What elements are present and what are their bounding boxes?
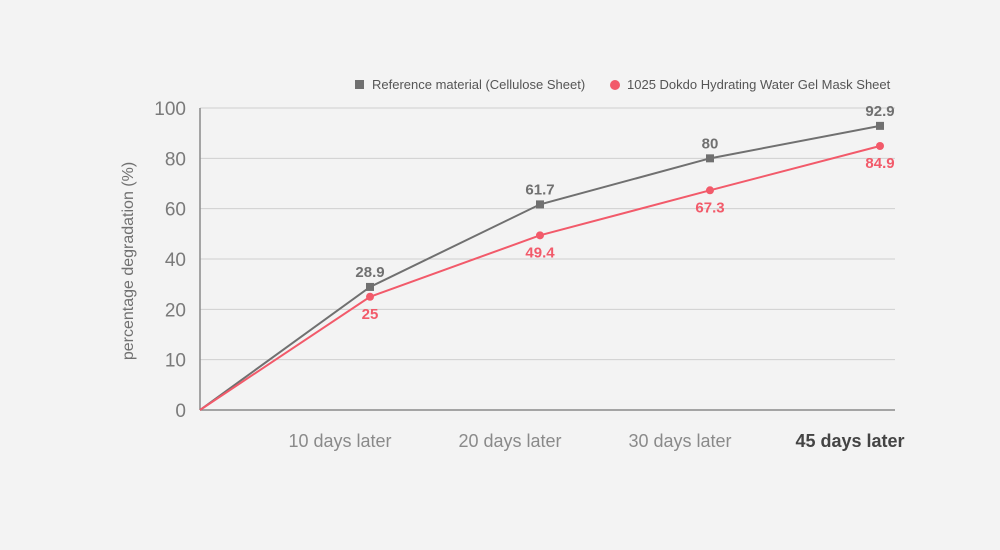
series-1-label-4: 84.9	[865, 155, 894, 172]
axes: 0 10 20 40 60 80 100 percentage degradation (%)…	[120, 99, 905, 451]
x-tick-label-1: 10 days later	[288, 431, 391, 451]
y-tick-label-10: 10	[165, 351, 186, 372]
x-tick-label-4: 45 days later	[795, 431, 904, 451]
series-0-point-3	[706, 154, 714, 163]
series-1-point-1	[366, 292, 374, 301]
y-tick-label-40: 40	[165, 250, 186, 271]
data-labels: 28.9 61.7 80 92.9 25 49.4 67.3 84.9	[355, 103, 894, 323]
legend: Reference material (Cellulose Sheet) 1025…	[355, 77, 891, 92]
legend-marker-0	[355, 80, 364, 89]
series-0-point-4	[876, 121, 884, 130]
series-0-point-1	[366, 282, 374, 291]
series-1-label-2: 49.4	[525, 244, 555, 261]
series-1-point-2	[536, 231, 544, 240]
y-axis-title: percentage degradation (%)	[120, 162, 137, 360]
series-lines	[199, 121, 884, 411]
y-tick-label-80: 80	[165, 149, 186, 170]
y-tick-label-60: 60	[165, 200, 186, 221]
series-1-label-1: 25	[362, 306, 379, 323]
series-1-point-3	[706, 186, 714, 195]
series-0-label-3: 80	[702, 135, 719, 152]
series-0-label-4: 92.9	[865, 103, 894, 120]
x-tick-label-2: 20 days later	[458, 431, 561, 451]
x-tick-label-3: 30 days later	[628, 431, 731, 451]
series-0-label-1: 28.9	[355, 264, 384, 281]
legend-label-1: 1025 Dokdo Hydrating Water Gel Mask Shee…	[627, 77, 891, 92]
series-0-point-2	[536, 200, 544, 209]
series-1-point-4	[876, 142, 884, 151]
legend-label-0: Reference material (Cellulose Sheet)	[372, 77, 585, 92]
grid-lines	[200, 107, 895, 361]
series-line-0	[199, 124, 881, 411]
y-tick-label-100: 100	[154, 99, 186, 120]
legend-marker-1	[610, 80, 620, 90]
y-tick-label-0: 0	[175, 401, 186, 422]
y-tick-label-20: 20	[165, 300, 186, 321]
series-0-label-2: 61.7	[525, 181, 554, 198]
series-1-label-3: 67.3	[695, 199, 724, 216]
